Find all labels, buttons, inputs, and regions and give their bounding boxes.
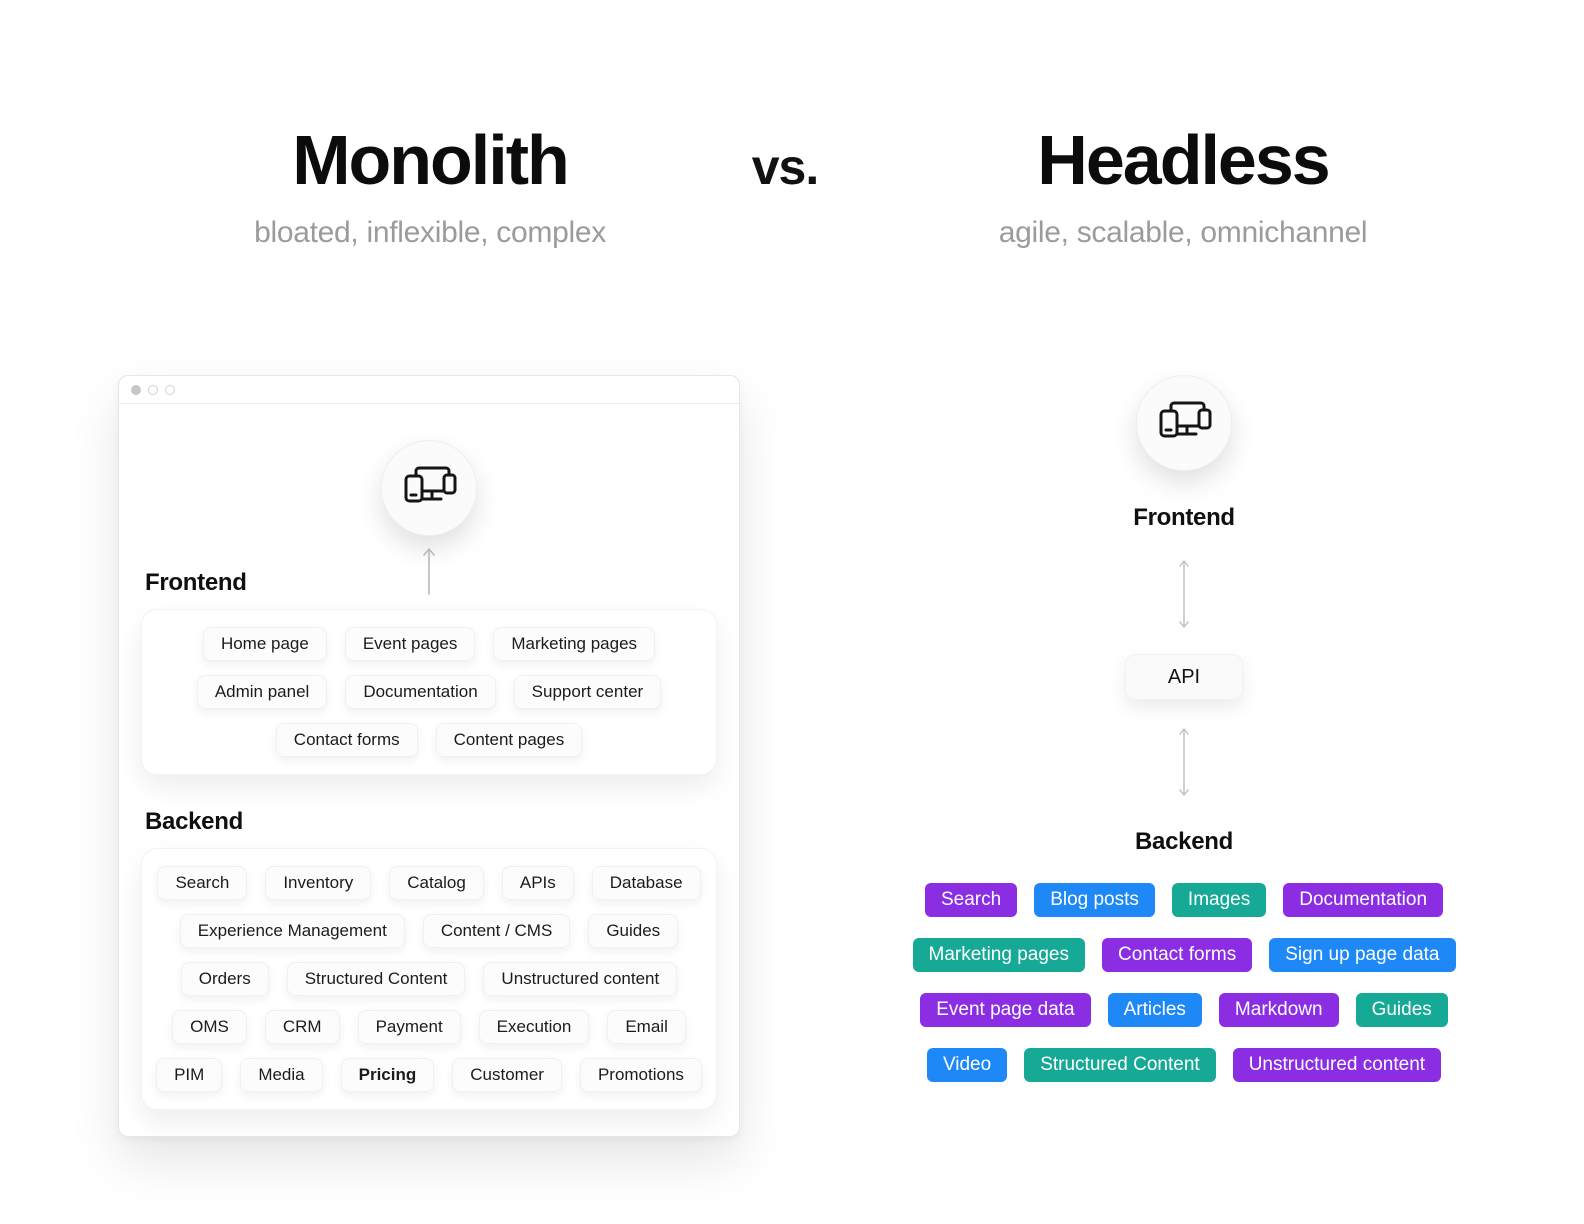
headless-title: Headless [1037, 121, 1330, 199]
headless-services: Search Blog posts Images Documentation Marke… [912, 883, 1456, 1082]
monolith-subtitle: bloated, inflexible, complex [254, 216, 606, 249]
chip-orders: Orders [180, 962, 269, 996]
traffic-light-dot-2 [148, 384, 158, 395]
devices-icon [404, 466, 457, 503]
devices-icon [1159, 401, 1212, 438]
headless-stack: Frontend API Backend Search Blog posts Ima… [912, 375, 1456, 1082]
backend-section-label: Backend [145, 808, 243, 835]
chip-event-pages: Event pages [344, 627, 476, 661]
chip-row: PIM Media Pricing Customer Promotions [156, 1058, 702, 1092]
chip-row: Contact forms Content pages [156, 723, 702, 757]
chip-content-pages: Content pages [435, 723, 583, 757]
headless-header: Headless agile, scalable, omnichannel [883, 120, 1483, 250]
chip-structured-content: Structured Content [1024, 1048, 1216, 1082]
chip-documentation: Documentation [345, 675, 496, 709]
chip-search: Search [157, 866, 248, 900]
chip-contact-forms: Contact forms [1101, 938, 1253, 972]
chip-media: Media [240, 1058, 323, 1092]
monolith-title: Monolith [292, 121, 570, 199]
frontend-section-label: Frontend [145, 569, 247, 596]
chip-pim: PIM [156, 1058, 223, 1092]
chip-images: Images [1171, 883, 1267, 917]
chip-unstructured-content: Unstructured content [483, 962, 678, 996]
browser-content: Frontend Home page Event pages Marketing p… [119, 404, 739, 1136]
chip-email: Email [607, 1010, 686, 1044]
chip-row: Experience Management Content / CMS Guides [156, 914, 702, 948]
chip-row: Search Inventory Catalog APIs Database [156, 866, 702, 900]
headless-subtitle: agile, scalable, omnichannel [998, 216, 1368, 249]
chip-catalog: Catalog [389, 866, 484, 900]
chip-row: Marketing pages Contact forms Sign up page… [912, 938, 1456, 972]
chip-support-center: Support center [513, 675, 662, 709]
backend-panel: Search Inventory Catalog APIs Database Experi… [141, 848, 717, 1110]
chip-event-page-data: Event page data [920, 993, 1091, 1027]
devices-badge [1136, 375, 1232, 471]
chip-video: Video [926, 1048, 1008, 1082]
chip-promotions: Promotions [579, 1058, 702, 1092]
chip-documentation: Documentation [1283, 883, 1444, 917]
chip-execution: Execution [478, 1010, 590, 1044]
monolith-header: Monolith bloated, inflexible, complex [130, 120, 730, 250]
chip-customer: Customer [452, 1058, 562, 1092]
chip-database: Database [591, 866, 701, 900]
chip-row: Home page Event pages Marketing pages [156, 627, 702, 661]
chip-content-cms: Content / CMS [422, 914, 571, 948]
double-arrow-icon [1179, 728, 1189, 796]
browser-window: Frontend Home page Event pages Marketing p… [118, 375, 740, 1137]
chip-home-page: Home page [202, 627, 327, 661]
chip-blog-posts: Blog posts [1034, 883, 1155, 917]
up-arrow-icon [423, 548, 435, 595]
chip-apis: APIs [501, 866, 574, 900]
chip-row: Admin panel Documentation Support center [156, 675, 702, 709]
chip-marketing-pages: Marketing pages [493, 627, 656, 661]
chip-payment: Payment [357, 1010, 461, 1044]
chip-crm: CRM [264, 1010, 340, 1044]
chip-experience-management: Experience Management [179, 914, 405, 948]
chip-articles: Articles [1107, 993, 1202, 1027]
traffic-light-dot-3 [165, 384, 175, 395]
chip-row: Orders Structured Content Unstructured con… [156, 962, 702, 996]
chip-row: OMS CRM Payment Execution Email [156, 1010, 702, 1044]
chip-inventory: Inventory [265, 866, 372, 900]
browser-titlebar [119, 376, 739, 404]
headless-backend-label: Backend [1135, 828, 1233, 855]
headless-frontend-label: Frontend [1133, 504, 1235, 531]
devices-badge [381, 440, 477, 536]
chip-row: Event page data Articles Markdown Guides [920, 993, 1448, 1027]
double-arrow-icon [1179, 560, 1189, 628]
chip-markdown: Markdown [1218, 993, 1339, 1027]
chip-guides: Guides [1355, 993, 1448, 1027]
chip-row: Search Blog posts Images Documentation [924, 883, 1444, 917]
chip-marketing-pages: Marketing pages [912, 938, 1085, 972]
chip-sign-up-page-data: Sign up page data [1269, 938, 1456, 972]
chip-admin-panel: Admin panel [196, 675, 328, 709]
chip-structured-content: Structured Content [286, 962, 466, 996]
versus-label: vs. [751, 139, 820, 195]
chip-unstructured-content: Unstructured content [1232, 1048, 1442, 1082]
chip-search: Search [924, 883, 1018, 917]
chip-oms: OMS [172, 1010, 247, 1044]
chip-guides: Guides [588, 914, 679, 948]
chip-row: Video Structured Content Unstructured cont… [926, 1048, 1442, 1082]
chip-pricing: Pricing [340, 1058, 435, 1092]
api-box: API [1125, 654, 1243, 700]
traffic-light-dot-1 [131, 384, 141, 395]
frontend-panel: Home page Event pages Marketing pages Admin… [141, 609, 717, 775]
chip-contact-forms: Contact forms [275, 723, 418, 757]
